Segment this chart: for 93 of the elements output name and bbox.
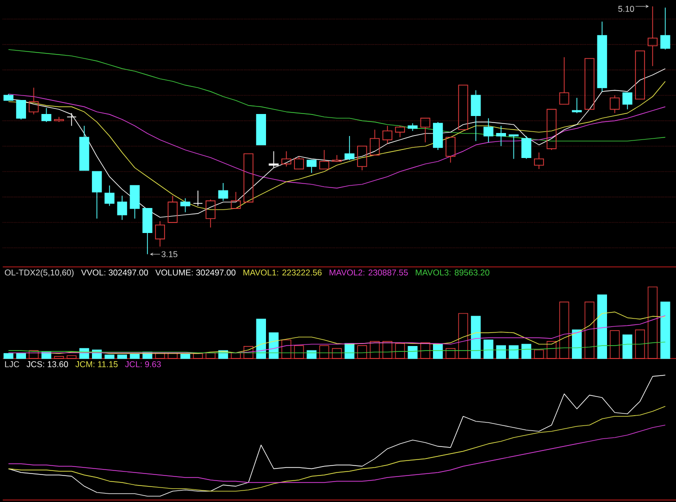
candlestick (420, 118, 430, 143)
bar (66, 355, 77, 359)
candlestick (584, 58, 594, 110)
bar (306, 350, 316, 359)
candlestick (496, 125, 506, 147)
bar (294, 345, 304, 359)
bar (256, 318, 266, 359)
candlestick (521, 136, 532, 160)
bar (54, 356, 64, 359)
candlestick (382, 125, 392, 144)
candlestick (344, 136, 354, 161)
candlestick (635, 50, 645, 100)
candlestick (534, 152, 544, 170)
text: VOLUME: 302497.00 (155, 270, 236, 276)
candlestick (16, 100, 26, 120)
bar (268, 332, 279, 359)
bar (180, 354, 190, 359)
bar (408, 346, 418, 359)
annotation: 5.10 (618, 6, 634, 12)
bar (117, 354, 128, 359)
bar (244, 346, 254, 359)
candlestick (155, 220, 165, 247)
annotation: 3.15 (162, 251, 178, 258)
candlestick (180, 198, 190, 213)
bar (370, 341, 380, 359)
candlestick (117, 195, 128, 220)
bar (534, 350, 544, 359)
chart-title: LJC (5, 361, 20, 368)
candlestick (508, 134, 519, 160)
bar (395, 343, 405, 359)
candlestick (446, 136, 456, 164)
chart-title: OL-TDX2(5,10,60) (4, 269, 74, 278)
candlestick (268, 150, 279, 168)
bar (597, 294, 608, 359)
candlestick (572, 97, 582, 114)
bar (16, 353, 26, 359)
bar (559, 302, 570, 359)
text: JCL: 9.63 (125, 361, 161, 368)
bar (4, 353, 14, 359)
candlestick (192, 190, 203, 206)
text: JCS: 13.60 (26, 361, 68, 368)
bar (546, 341, 556, 359)
text: JCM: 11.15 (75, 361, 118, 368)
bar (521, 344, 532, 359)
bar (28, 350, 39, 359)
candlestick (483, 118, 494, 143)
text: MAVOL3: 89563.20 (416, 270, 490, 276)
bar (584, 302, 594, 359)
candlestick (458, 84, 468, 130)
bar (446, 348, 456, 359)
bar (130, 354, 140, 359)
bar (458, 313, 468, 359)
bar (496, 345, 506, 359)
text: MAVOL1: 223222.56 (243, 270, 322, 276)
candlestick (332, 154, 342, 162)
candlestick (66, 112, 77, 126)
bar (319, 345, 330, 359)
bar (332, 348, 342, 359)
text: VVOL: 302497.00 (81, 270, 148, 276)
bar (420, 342, 430, 359)
candlestick (130, 185, 140, 220)
candlestick (622, 92, 632, 110)
bar (433, 344, 443, 359)
bar (104, 354, 114, 359)
candlestick (54, 116, 64, 122)
candlestick (660, 7, 670, 50)
candlestick (306, 160, 317, 174)
candlestick (244, 153, 254, 203)
bar (622, 334, 632, 359)
candlestick (319, 150, 330, 170)
bar (610, 330, 620, 359)
candlestick (206, 199, 216, 228)
bar (572, 330, 582, 359)
bar (344, 343, 354, 359)
candlestick (41, 108, 52, 122)
bar (508, 345, 519, 359)
bar (635, 330, 645, 359)
candlestick (357, 146, 368, 171)
text: MAVOL2: 230887.55 (330, 270, 408, 276)
bar (470, 316, 481, 359)
bar (484, 340, 494, 359)
bar (660, 302, 670, 359)
candlestick (470, 90, 481, 142)
candlestick (546, 108, 557, 150)
bar (382, 341, 392, 359)
candlestick (104, 185, 114, 206)
bar (357, 345, 368, 359)
bar (281, 340, 292, 359)
candlestick (218, 182, 228, 202)
bar (648, 286, 658, 359)
candlestick (294, 156, 304, 170)
candlestick (92, 171, 102, 220)
candlestick (559, 56, 570, 105)
